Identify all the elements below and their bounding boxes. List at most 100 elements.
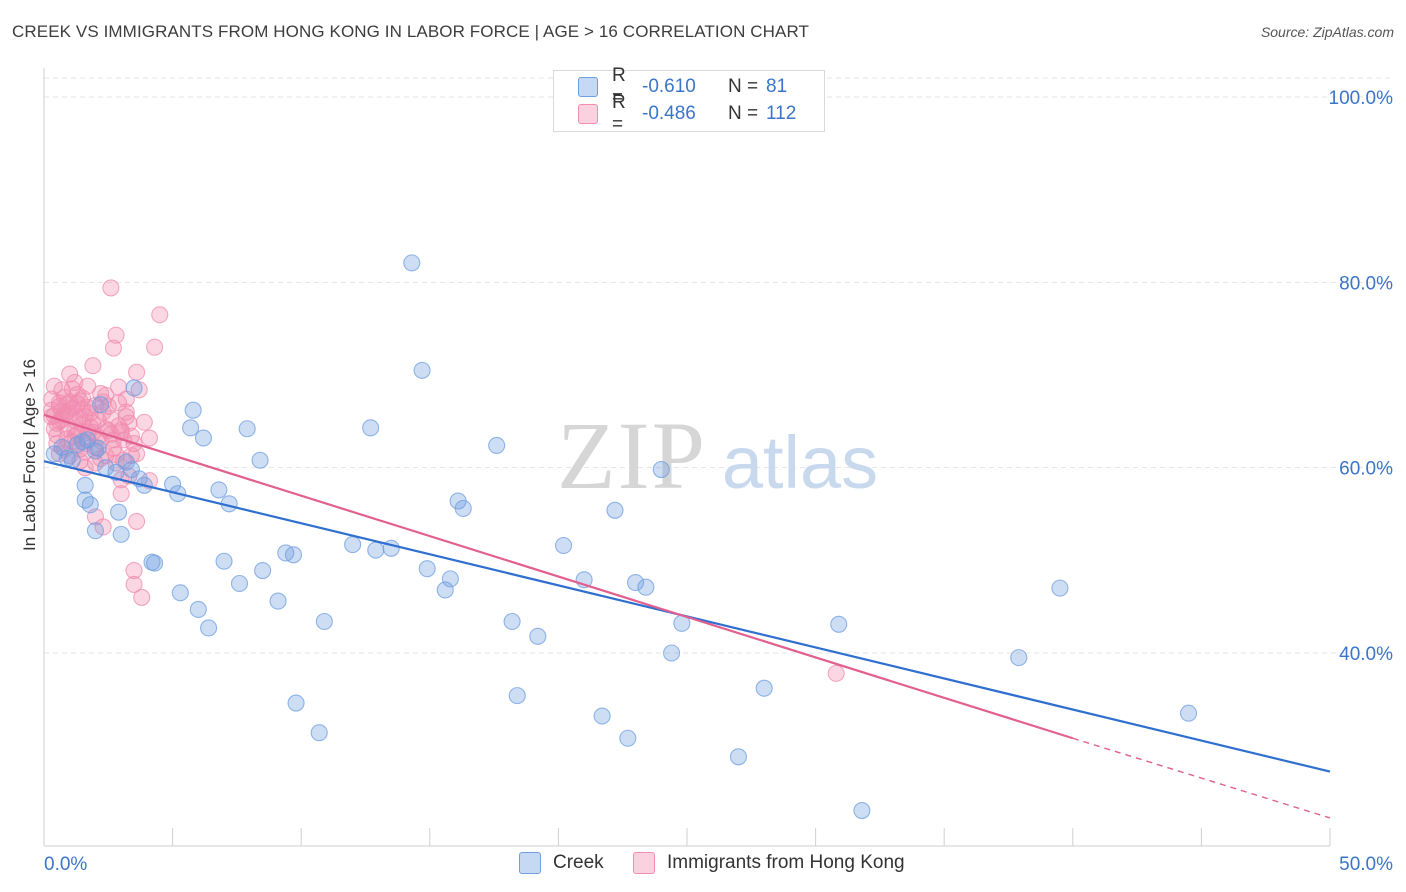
creek-point [315,612,333,631]
creek-point [200,619,218,637]
legend-item-hk[interactable]: Immigrants from Hong Kong [633,852,905,874]
creek-point [194,429,213,447]
creek-point [362,419,380,437]
hk-point [125,561,143,580]
creek-point [637,578,655,596]
creek-point [215,552,233,570]
legend-item-creek[interactable]: Creek [519,852,604,874]
hk-point [86,397,104,415]
hk-point [827,664,845,682]
r-value: -0.610 [642,76,696,97]
y-axis-label: In Labor Force | Age > 16 [20,358,39,552]
creek-point [146,554,164,572]
creek-point [189,600,207,618]
creek-point [441,570,459,588]
hk-point [58,403,76,421]
trendlines [43,413,1331,819]
creek-point [344,536,362,554]
creek-point [110,503,128,521]
creek-point [503,612,521,631]
creek-point [1179,704,1198,722]
creek-point [86,522,104,540]
creek-point [269,592,287,610]
chart-title: CREEK VS IMMIGRANTS FROM HONG KONG IN LA… [12,22,810,41]
n-label: N = [728,76,759,97]
hk-trendline-extension [1072,737,1331,819]
hk-point [112,485,130,503]
creek-legend-label: Creek [553,852,604,873]
hk-point [79,377,97,395]
stats-legend-row-hk: R = -0.486 N = 112 [578,92,797,135]
hk-point [133,588,151,606]
creek-point [367,541,385,559]
y-tick-label: 40.0% [1339,644,1393,665]
creek-point [86,442,104,460]
creek-point [125,379,143,397]
creek-point [251,451,269,469]
hk-trendline [43,413,1074,740]
hk-point [84,357,102,375]
creek-point [529,627,547,645]
hk-point [61,365,79,383]
creek-point [1051,579,1069,597]
y-tick-labels: 100.0% 80.0% 60.0% 40.0% [1329,88,1394,665]
creek-point [403,254,421,272]
y-tick-label: 80.0% [1339,273,1393,294]
x-tick-label: 50.0% [1339,854,1393,875]
creek-point [92,396,110,414]
watermark-zip: ZIP [557,402,707,509]
creek-point [81,496,99,514]
creek-point [627,574,645,592]
creek-point [310,724,328,742]
creek-point [254,561,272,580]
hk-point [146,338,164,356]
creek-point [488,436,506,454]
creek-point [210,481,228,499]
n-label: N = [728,103,759,124]
hk-point [128,512,146,530]
creek-point [230,574,249,593]
creek-point [287,694,305,712]
series-legend: Creek Immigrants from Hong Kong [0,852,1406,876]
creek-point [1010,649,1028,667]
creek-point [619,729,637,747]
creek-point [663,644,681,662]
creek-point [853,801,871,820]
hk-point [104,339,122,357]
r-label: R = [612,65,626,108]
hk-legend-swatch [633,852,655,874]
r-label: R = [612,92,626,135]
creek-point [76,491,94,509]
hk-point [135,413,153,431]
hk-point [107,326,125,344]
stats-legend: R = -0.610 N = 81 R = -0.486 N = 112 [553,65,825,135]
creek-point [182,419,200,437]
hk-legend-label: Immigrants from Hong Kong [667,852,905,873]
y-tick-label: 60.0% [1339,459,1393,480]
creek-point [238,420,256,438]
creek-point [284,546,303,564]
creek-legend-swatch [519,852,541,874]
x-tick-labels: 0.0% 50.0% [44,854,1393,875]
stats-legend-row-creek: R = -0.610 N = 81 [578,65,788,108]
watermark-atlas: atlas [722,421,878,504]
n-value: 81 [766,76,788,97]
creek-point [454,499,472,517]
creek-point [112,525,130,543]
y-tick-label: 100.0% [1329,88,1394,109]
hk-point [117,408,135,426]
creek-point [68,435,86,454]
hk-point [151,306,169,324]
hk-point [53,381,71,399]
x-tick-label: 0.0% [44,854,87,875]
hk-point [45,377,63,395]
creek-point [89,439,107,457]
creek-point [436,581,454,599]
hk-point [102,279,120,297]
hk-point [125,575,143,593]
hk-point [76,408,94,426]
creek-point [76,476,94,494]
creek-point [830,615,848,633]
n-value: 112 [766,103,797,124]
